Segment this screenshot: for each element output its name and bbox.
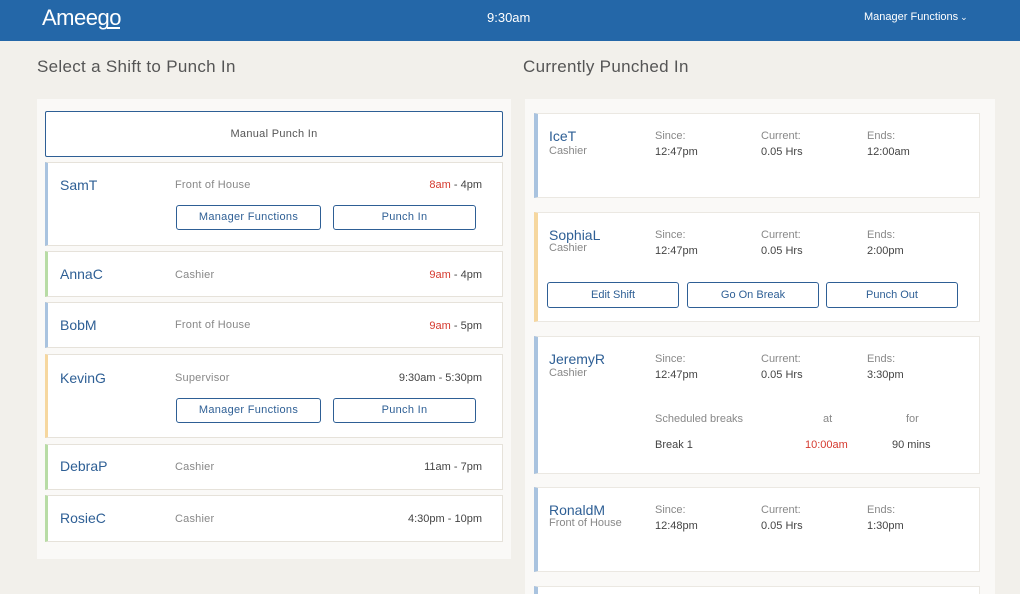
ends-value: 1:30pm [867,520,904,532]
employee-role: Cashier [175,513,215,525]
employee-name[interactable]: SophiaL [549,227,601,243]
ameego-logo[interactable]: Ameego [42,5,121,30]
shift-time: 9am - 5pm [429,320,482,332]
select-shift-title: Select a Shift to Punch In [37,57,236,76]
since-label: Since: [655,229,686,241]
shift-start: 9:30am [398,372,436,384]
shift-card-samt[interactable]: SamT Front of House 8am - 4pm Manager Fu… [45,162,503,246]
ends-label: Ends: [867,130,896,142]
employee-role: Cashier [549,367,587,379]
shift-start: 9am [429,269,451,281]
current-value: 0.05 Hrs [761,146,803,158]
shift-card-rosiec[interactable]: RosieC Cashier 4:30pm - 10pm [45,495,503,542]
employee-name: RosieC [60,510,106,526]
shift-card-annac[interactable]: AnnaC Cashier 9am - 4pm [45,251,503,297]
employee-name[interactable]: JeremyR [549,351,606,367]
employee-role: Cashier [175,461,215,473]
break-time: 10:00am [805,439,848,451]
employee-name[interactable]: RonaldM [549,502,606,518]
go-on-break-button[interactable]: Go On Break [687,282,819,308]
punched-card-ronaldm: RonaldM Front of House Since: 12:48pm Cu… [534,487,980,572]
current-value: 0.05 Hrs [761,520,803,532]
ends-value: 12:00am [867,146,910,158]
shift-card-bobm[interactable]: BobM Front of House 9am - 5pm [45,302,503,348]
ends-label: Ends: [867,353,896,365]
manager-functions-button[interactable]: Manager Functions [176,398,321,423]
current-label: Current: [761,504,801,516]
chevron-down-icon: ⌄ [960,12,968,22]
shift-start: 8am [429,179,451,191]
since-value: 12:48pm [655,520,698,532]
shift-time: 4:30pm - 10pm [408,513,482,525]
employee-name: AnnaC [60,266,103,282]
shift-start: 4:30pm [408,513,445,525]
shift-end: - 7pm [450,461,482,473]
shift-card-keving[interactable]: KevinG Supervisor 9:30am - 5:30pm Manage… [45,354,503,438]
break-for-header: for [906,413,919,425]
manager-functions-button[interactable]: Manager Functions [176,205,321,230]
employee-name: BobM [60,317,97,333]
break-name: Break 1 [655,439,693,451]
employee-name[interactable]: IceT [549,128,577,144]
employee-role: Front of House [549,517,622,529]
employee-role: Cashier [549,242,587,254]
current-label: Current: [761,130,801,142]
top-nav-bar: Ameego 9:30am Manager Functions ⌄ [0,0,1020,41]
logo-underline [107,27,120,29]
edit-shift-button[interactable]: Edit Shift [547,282,679,308]
current-time: 9:30am [487,10,531,25]
employee-name: SamT [60,177,98,193]
ends-value: 3:30pm [867,369,904,381]
shift-time: 8am - 4pm [429,179,482,191]
punch-out-button[interactable]: Punch Out [826,282,958,308]
manager-functions-label: Manager Functions [864,11,959,23]
current-value: 0.05 Hrs [761,245,803,257]
manual-punch-in-button[interactable]: Manual Punch In [45,111,503,157]
shift-start: 9am [429,320,451,332]
shift-start: 11am [424,461,451,473]
current-label: Current: [761,229,801,241]
shift-end: - 5pm [450,320,482,332]
manager-functions-menu[interactable]: Manager Functions ⌄ [864,11,968,23]
punch-in-button[interactable]: Punch In [333,205,476,230]
scheduled-breaks-header: Scheduled breaks [655,413,744,425]
employee-role: Front of House [175,179,251,191]
since-label: Since: [655,504,686,516]
since-value: 12:47pm [655,146,698,158]
ends-value: 2:00pm [867,245,904,257]
ends-label: Ends: [867,504,896,516]
employee-name: KevinG [60,370,106,386]
punched-card-jeremyr: JeremyR Cashier Since: 12:47pm Current: … [534,336,980,474]
punched-card-sophial: SophiaL Cashier Since: 12:47pm Current: … [534,212,980,322]
currently-punched-in-title: Currently Punched In [523,57,689,76]
since-label: Since: [655,353,686,365]
employee-role: Supervisor [175,372,230,384]
shift-card-debrap[interactable]: DebraP Cashier 11am - 7pm [45,444,503,490]
ends-label: Ends: [867,229,896,241]
break-at-header: at [823,413,833,425]
punched-card-icet: IceT Cashier Since: 12:47pm Current: 0.0… [534,113,980,198]
employee-role: Cashier [549,145,587,157]
shift-end: - 10pm [444,513,482,525]
break-duration: 90 mins [892,439,931,451]
shift-end: - 4pm [450,179,482,191]
shift-end: - 4pm [450,269,482,281]
employee-name: DebraP [60,458,108,474]
current-label: Current: [761,353,801,365]
shift-time: 11am - 7pm [424,461,482,473]
employee-role: Cashier [175,269,215,281]
since-label: Since: [655,130,686,142]
current-value: 0.05 Hrs [761,369,803,381]
shift-time: 9:30am - 5:30pm [399,372,482,384]
since-value: 12:47pm [655,369,698,381]
shift-time: 9am - 4pm [429,269,482,281]
shift-end: - 5:30pm [435,372,482,384]
punch-in-button[interactable]: Punch In [333,398,476,423]
punched-card-partial [534,586,980,594]
employee-role: Front of House [175,319,251,331]
since-value: 12:47pm [655,245,698,257]
